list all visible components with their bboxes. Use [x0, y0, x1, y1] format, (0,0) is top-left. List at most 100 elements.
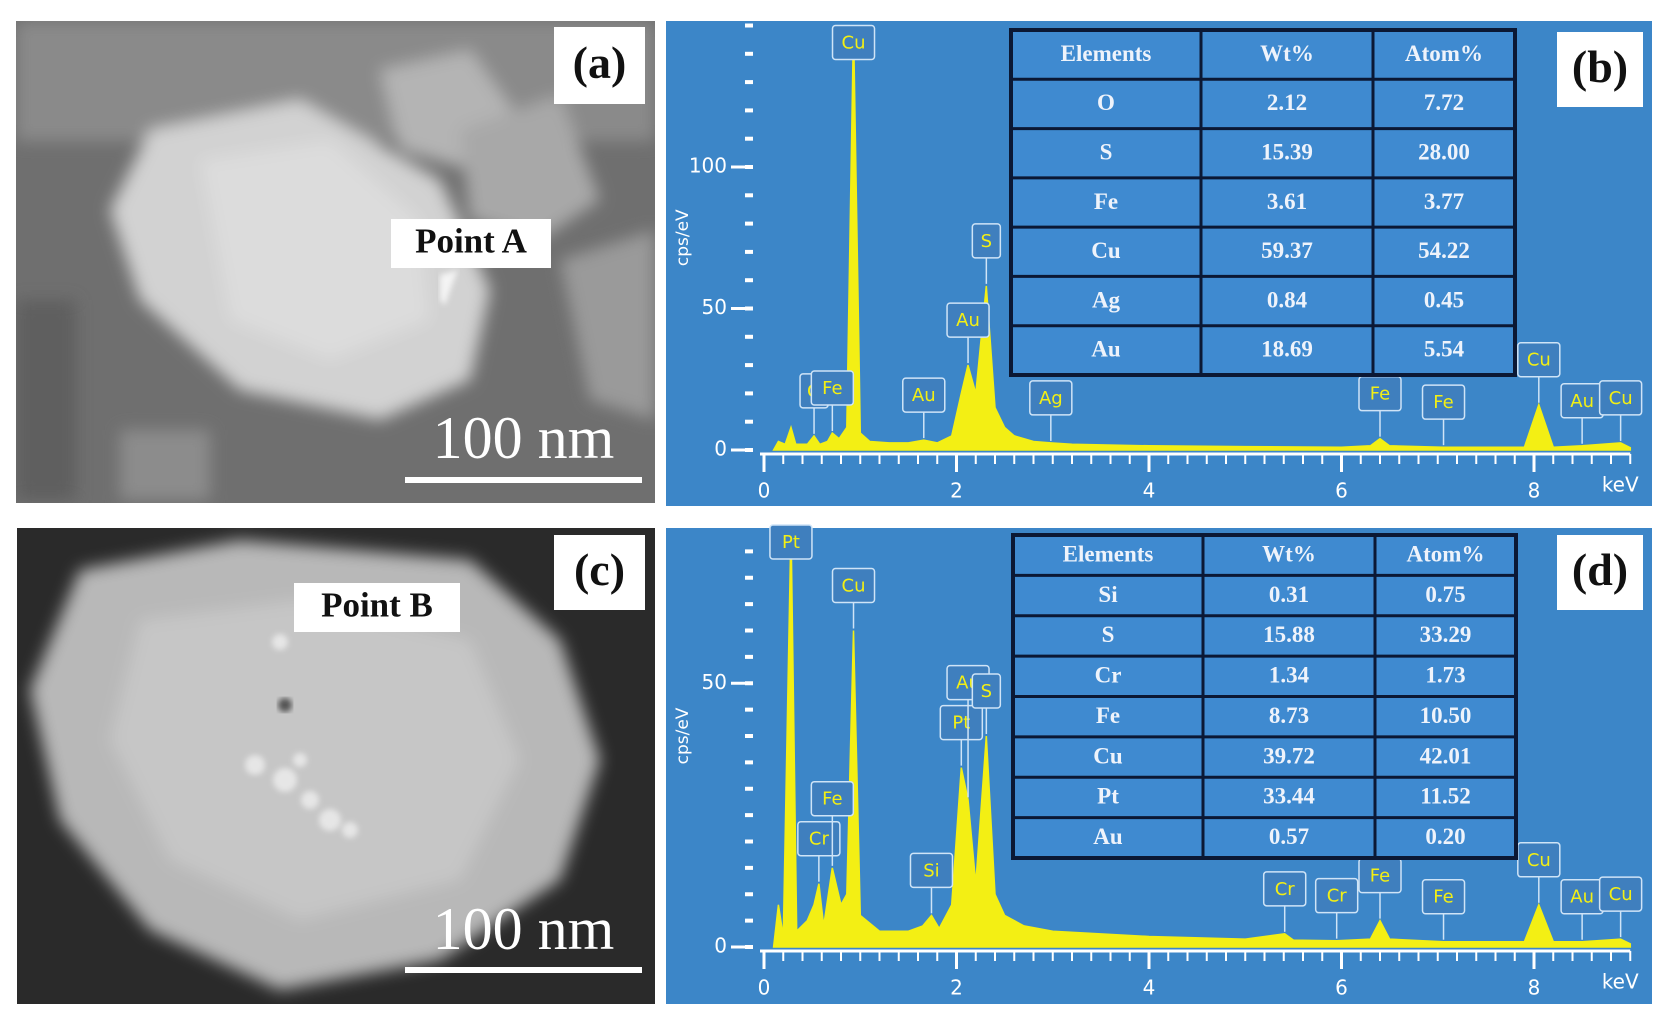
table-cell: 18.69 — [1261, 337, 1313, 362]
peak-label: Fe — [1370, 866, 1390, 887]
peak-label-box — [1517, 341, 1561, 378]
peak-label: Au — [1570, 887, 1594, 908]
peak-label: Fe — [822, 789, 842, 810]
scale-bar-label: 100 nm — [433, 896, 615, 962]
y-tick-label: 0 — [714, 934, 727, 958]
table-cell: O — [1097, 90, 1115, 115]
table-cell: Si — [1098, 582, 1118, 607]
x-axis-label: keV — [1602, 970, 1639, 994]
peak-label: Fe — [1433, 887, 1453, 908]
table-cell: 11.52 — [1420, 784, 1470, 809]
peak-label-box — [810, 370, 855, 406]
peak-label-box — [1421, 384, 1466, 420]
table — [1009, 28, 1517, 377]
peak-label-box — [946, 302, 990, 338]
label-box — [1557, 32, 1643, 107]
peak-label: Cu — [1527, 350, 1551, 371]
peak-label-box — [769, 524, 813, 560]
table-cell: 0.20 — [1425, 824, 1465, 849]
x-tick-label: 6 — [1335, 479, 1348, 503]
x-tick-label: 6 — [1335, 976, 1348, 1000]
table-cell: Fe — [1096, 703, 1120, 728]
peak-label: Au — [1570, 391, 1594, 412]
table-cell: 10.50 — [1420, 703, 1472, 728]
peak-label: Cr — [1275, 879, 1296, 900]
table-cell: Cu — [1091, 238, 1121, 263]
peak-label: Fe — [1370, 384, 1390, 405]
peak-label-box — [1421, 878, 1466, 915]
peak-label: Au — [912, 385, 936, 406]
table-cell: Ag — [1092, 287, 1121, 312]
peak-label-box — [1314, 877, 1359, 914]
point-label: Point B — [321, 586, 433, 625]
peak-label: Cu — [842, 33, 866, 54]
table-cell: Fe — [1094, 189, 1118, 214]
peak-label-box — [971, 223, 1002, 259]
y-axis-label: cps/eV — [673, 707, 693, 764]
peak-label: Pt — [782, 532, 800, 553]
table-cell: 0.75 — [1425, 582, 1465, 607]
table-cell: Pt — [1097, 784, 1119, 809]
x-tick-label: 8 — [1528, 976, 1541, 1000]
table-cell: Au — [1091, 337, 1121, 362]
point-box — [391, 219, 551, 268]
peak-label-box — [810, 780, 855, 817]
table-cell: 3.77 — [1424, 189, 1464, 214]
x-tick-label: 4 — [1143, 976, 1156, 1000]
table-cell: Au — [1093, 824, 1123, 849]
table-cell: 39.72 — [1263, 743, 1315, 768]
peak-label-box — [831, 567, 876, 604]
table-cell: Wt% — [1262, 541, 1316, 566]
y-tick-label: 50 — [702, 295, 727, 319]
peak-label: Cr — [809, 829, 830, 850]
peak-label: S — [981, 231, 992, 252]
table-cell: 1.73 — [1425, 663, 1465, 688]
peak-label-box — [797, 820, 841, 857]
point-box — [294, 583, 460, 632]
peak-label-box — [1598, 876, 1643, 912]
table-cell: S — [1100, 139, 1113, 164]
label-box — [554, 535, 645, 610]
table-cell: 54.22 — [1418, 238, 1470, 263]
table-cell: 7.72 — [1424, 90, 1464, 115]
spectrum — [772, 524, 1632, 948]
peak-label: Ag — [1039, 388, 1063, 409]
panel-label: (d) — [1572, 544, 1628, 595]
x-tick-label: 4 — [1143, 479, 1156, 503]
panel-label: (a) — [573, 37, 627, 88]
y-tick-label: 100 — [689, 154, 727, 178]
peak-label: S — [981, 681, 992, 702]
table-cell: 0.45 — [1424, 287, 1464, 312]
sem-image — [17, 528, 655, 1004]
panel-label: (b) — [1572, 41, 1628, 92]
table-cell: 5.54 — [1424, 337, 1465, 362]
table-cell: 2.12 — [1267, 90, 1307, 115]
x-tick-label: 0 — [758, 479, 771, 503]
peak-label: Cu — [1609, 388, 1633, 409]
peak-label: Si — [923, 860, 939, 881]
table-cell: Wt% — [1260, 41, 1314, 66]
table-cell: Cu — [1093, 743, 1123, 768]
table-cell: 8.73 — [1269, 703, 1309, 728]
label-box — [1557, 535, 1643, 610]
x-tick-label: 2 — [950, 976, 963, 1000]
peak-label-box — [902, 377, 946, 413]
y-axis-label: cps/eV — [673, 209, 693, 266]
table-cell: 33.44 — [1263, 784, 1315, 809]
x-axis-label: keV — [1602, 473, 1639, 497]
table-cell: Elements — [1063, 541, 1154, 566]
peak-label-box — [831, 24, 876, 61]
table-cell: 42.01 — [1420, 743, 1472, 768]
y-tick-label: 50 — [702, 670, 727, 694]
peak-label-box — [909, 852, 954, 889]
table-cell: 15.39 — [1261, 139, 1313, 164]
scale-bar-label: 100 nm — [433, 405, 615, 471]
label-box — [554, 27, 645, 104]
peak-label: Cu — [1609, 884, 1633, 905]
table-cell: 0.31 — [1269, 582, 1309, 607]
table-cell: S — [1102, 622, 1115, 647]
peak-label: Pt — [952, 713, 970, 734]
peak-label: Fe — [1433, 392, 1453, 413]
